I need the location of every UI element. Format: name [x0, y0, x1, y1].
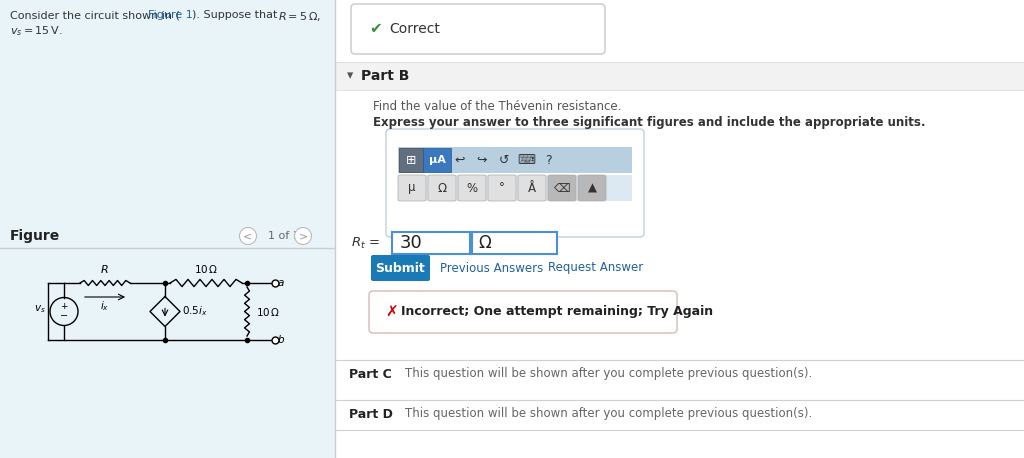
- Text: −: −: [60, 311, 68, 322]
- Text: 30: 30: [400, 234, 423, 252]
- Text: Part C: Part C: [349, 367, 392, 381]
- FancyBboxPatch shape: [548, 175, 575, 201]
- Text: ↩: ↩: [455, 153, 465, 167]
- FancyBboxPatch shape: [392, 232, 470, 254]
- Text: ⌨: ⌨: [517, 153, 535, 167]
- Text: ?: ?: [545, 153, 551, 167]
- Text: b: b: [278, 335, 285, 345]
- Text: Correct: Correct: [389, 22, 440, 36]
- Text: Ω: Ω: [437, 181, 446, 195]
- Text: Express your answer to three significant figures and include the appropriate uni: Express your answer to three significant…: [373, 116, 926, 129]
- Text: Incorrect; One attempt remaining; Try Again: Incorrect; One attempt remaining; Try Ag…: [401, 305, 713, 318]
- Text: $v_s$: $v_s$: [34, 304, 46, 316]
- Text: Find the value of the Thévenin resistance.: Find the value of the Thévenin resistanc…: [373, 100, 622, 113]
- Text: $0.5i_x$: $0.5i_x$: [182, 305, 208, 318]
- Text: ⊞: ⊞: [406, 153, 416, 167]
- FancyBboxPatch shape: [423, 148, 451, 172]
- Text: 1 of 1: 1 of 1: [268, 231, 300, 241]
- FancyBboxPatch shape: [399, 148, 423, 172]
- FancyBboxPatch shape: [398, 175, 632, 201]
- Text: Figure: Figure: [10, 229, 60, 243]
- FancyBboxPatch shape: [398, 147, 632, 173]
- Text: This question will be shown after you complete previous question(s).: This question will be shown after you co…: [406, 408, 812, 420]
- FancyBboxPatch shape: [369, 291, 677, 333]
- Text: $v_s = 15\,\mathrm{V}$.: $v_s = 15\,\mathrm{V}$.: [10, 24, 62, 38]
- Text: ⌫: ⌫: [554, 181, 570, 195]
- Text: Part D: Part D: [349, 408, 393, 420]
- FancyBboxPatch shape: [428, 175, 456, 201]
- Text: $i_x$: $i_x$: [100, 299, 110, 313]
- Text: ▾: ▾: [347, 70, 353, 82]
- Text: °: °: [499, 181, 505, 195]
- FancyBboxPatch shape: [578, 175, 606, 201]
- Text: +: +: [60, 302, 68, 311]
- Circle shape: [295, 228, 311, 245]
- Text: Ω: Ω: [478, 234, 490, 252]
- Text: %: %: [467, 181, 477, 195]
- Text: a: a: [278, 278, 285, 288]
- Text: $10\,\Omega$: $10\,\Omega$: [256, 305, 281, 317]
- FancyBboxPatch shape: [335, 62, 1024, 90]
- Text: Consider the circuit shown in (: Consider the circuit shown in (: [10, 10, 180, 20]
- Text: ✔: ✔: [369, 22, 382, 37]
- FancyBboxPatch shape: [458, 175, 486, 201]
- FancyBboxPatch shape: [351, 4, 605, 54]
- Text: $R = 5\,\Omega$,: $R = 5\,\Omega$,: [278, 10, 322, 23]
- Text: ▲: ▲: [588, 181, 597, 195]
- Text: Å: Å: [528, 181, 536, 195]
- FancyBboxPatch shape: [518, 175, 546, 201]
- Text: >: >: [298, 231, 307, 241]
- Text: μ: μ: [409, 181, 416, 195]
- Circle shape: [240, 228, 256, 245]
- Text: R: R: [101, 265, 109, 275]
- Text: ✗: ✗: [385, 305, 397, 320]
- Text: ↪: ↪: [477, 153, 487, 167]
- FancyBboxPatch shape: [488, 175, 516, 201]
- FancyBboxPatch shape: [371, 255, 430, 281]
- Text: <: <: [244, 231, 253, 241]
- Text: Part B: Part B: [361, 69, 410, 83]
- Text: $R_t$ =: $R_t$ =: [351, 235, 380, 251]
- Text: μA: μA: [429, 155, 445, 165]
- Text: ↺: ↺: [499, 153, 509, 167]
- Text: Submit: Submit: [376, 262, 425, 274]
- Text: This question will be shown after you complete previous question(s).: This question will be shown after you co…: [406, 367, 812, 381]
- Text: $10\,\Omega$: $10\,\Omega$: [194, 263, 218, 275]
- FancyBboxPatch shape: [0, 0, 335, 458]
- FancyBboxPatch shape: [386, 129, 644, 237]
- FancyBboxPatch shape: [472, 232, 557, 254]
- FancyBboxPatch shape: [398, 175, 426, 201]
- Text: Request Answer: Request Answer: [548, 262, 643, 274]
- Text: Figure 1: Figure 1: [148, 10, 193, 20]
- Text: Previous Answers: Previous Answers: [440, 262, 544, 274]
- Text: ). Suppose that: ). Suppose that: [193, 10, 281, 20]
